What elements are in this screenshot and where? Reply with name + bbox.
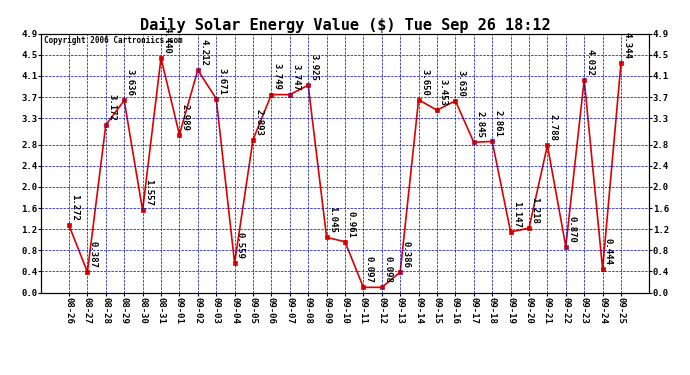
Text: 0.961: 0.961	[346, 211, 355, 238]
Text: 3.630: 3.630	[457, 70, 466, 97]
Text: 3.453: 3.453	[438, 79, 447, 106]
Text: 1.557: 1.557	[144, 179, 153, 206]
Text: 0.387: 0.387	[89, 241, 98, 268]
Text: 4.344: 4.344	[622, 32, 631, 59]
Text: 0.870: 0.870	[567, 216, 576, 242]
Text: 0.098: 0.098	[383, 256, 392, 283]
Text: 2.845: 2.845	[475, 111, 484, 138]
Text: 4.032: 4.032	[586, 48, 595, 75]
Text: 3.925: 3.925	[310, 54, 319, 81]
Text: 3.172: 3.172	[107, 94, 116, 121]
Text: Copyright 2006 Cartroniics.com: Copyright 2006 Cartroniics.com	[44, 36, 183, 45]
Text: 0.559: 0.559	[236, 232, 245, 259]
Text: 4.440: 4.440	[162, 27, 171, 54]
Text: 1.045: 1.045	[328, 206, 337, 233]
Text: 3.636: 3.636	[126, 69, 135, 96]
Text: 2.893: 2.893	[255, 109, 264, 136]
Text: 3.747: 3.747	[291, 64, 300, 90]
Text: 1.272: 1.272	[70, 194, 79, 221]
Text: 3.650: 3.650	[420, 69, 429, 96]
Text: 3.671: 3.671	[217, 68, 226, 94]
Text: 0.097: 0.097	[365, 256, 374, 283]
Text: 1.218: 1.218	[531, 197, 540, 224]
Text: 0.444: 0.444	[604, 238, 613, 265]
Text: 2.788: 2.788	[549, 114, 558, 141]
Text: 3.749: 3.749	[273, 63, 282, 90]
Text: 4.212: 4.212	[199, 39, 208, 66]
Title: Daily Solar Energy Value ($) Tue Sep 26 18:12: Daily Solar Energy Value ($) Tue Sep 26 …	[139, 16, 551, 33]
Text: 2.989: 2.989	[181, 104, 190, 130]
Text: 2.861: 2.861	[493, 110, 502, 137]
Text: 0.386: 0.386	[402, 241, 411, 268]
Text: 1.147: 1.147	[512, 201, 521, 228]
